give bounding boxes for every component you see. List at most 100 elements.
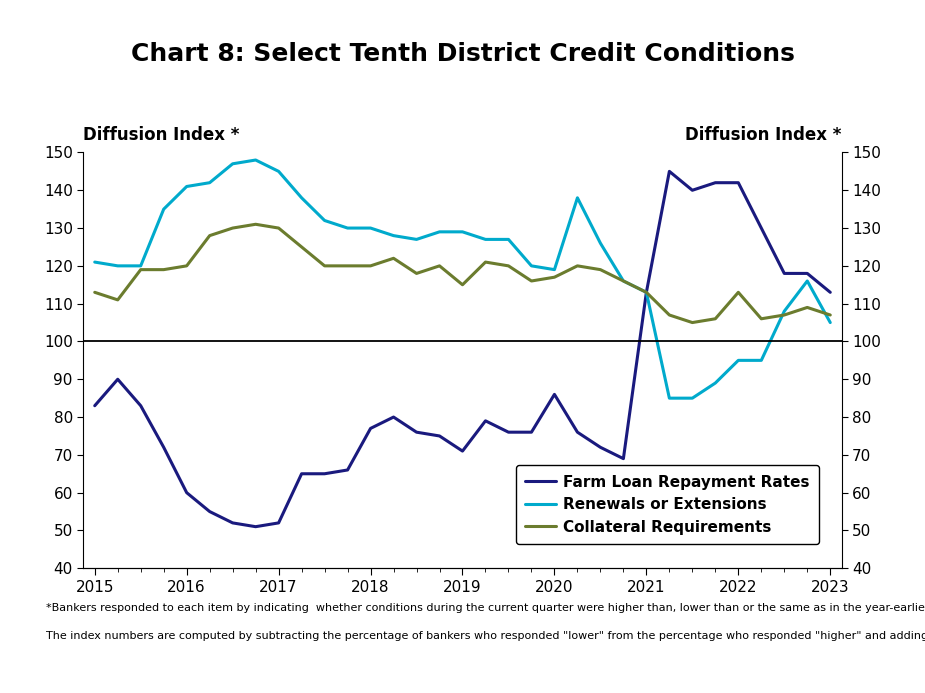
Renewals or Extensions [411,235,422,243]
Text: *Bankers responded to each item by indicating  whether conditions during the cur: *Bankers responded to each item by indic… [46,603,925,613]
Renewals or Extensions [135,262,146,270]
Farm Loan Repayment Rates [549,390,560,398]
Collateral Requirements [204,231,216,240]
Farm Loan Repayment Rates [526,428,537,437]
Renewals or Extensions [686,394,697,403]
Farm Loan Repayment Rates [733,179,744,187]
Renewals or Extensions [342,224,353,232]
Collateral Requirements [158,265,169,274]
Renewals or Extensions [273,167,284,175]
Collateral Requirements [572,262,583,270]
Collateral Requirements [595,265,606,274]
Renewals or Extensions [296,193,307,202]
Collateral Requirements [756,315,767,323]
Farm Loan Repayment Rates [158,443,169,451]
Collateral Requirements [825,311,836,319]
Collateral Requirements [664,311,675,319]
Renewals or Extensions [250,156,261,164]
Collateral Requirements [89,288,100,297]
Collateral Requirements [250,220,261,229]
Farm Loan Repayment Rates [756,224,767,232]
Collateral Requirements [411,270,422,278]
Collateral Requirements [273,224,284,232]
Renewals or Extensions [365,224,376,232]
Collateral Requirements [779,311,790,319]
Farm Loan Repayment Rates [595,443,606,451]
Collateral Requirements [709,315,721,323]
Renewals or Extensions [595,239,606,247]
Renewals or Extensions [228,159,239,168]
Farm Loan Repayment Rates [503,428,514,437]
Text: The index numbers are computed by subtracting the percentage of bankers who resp: The index numbers are computed by subtra… [46,631,925,640]
Farm Loan Repayment Rates [411,428,422,437]
Farm Loan Repayment Rates [572,428,583,437]
Farm Loan Repayment Rates [686,186,697,195]
Renewals or Extensions [503,235,514,243]
Text: Chart 8: Select Tenth District Credit Conditions: Chart 8: Select Tenth District Credit Co… [130,42,795,66]
Farm Loan Repayment Rates [135,401,146,410]
Farm Loan Repayment Rates [365,424,376,432]
Collateral Requirements [526,277,537,285]
Renewals or Extensions [181,182,192,191]
Farm Loan Repayment Rates [89,401,100,410]
Farm Loan Repayment Rates [250,523,261,531]
Collateral Requirements [549,273,560,281]
Renewals or Extensions [434,228,445,236]
Farm Loan Repayment Rates [319,470,330,478]
Renewals or Extensions [733,356,744,365]
Renewals or Extensions [480,235,491,243]
Renewals or Extensions [549,265,560,274]
Collateral Requirements [480,258,491,266]
Renewals or Extensions [158,205,169,213]
Renewals or Extensions [388,231,399,240]
Renewals or Extensions [802,277,813,285]
Renewals or Extensions [618,277,629,285]
Farm Loan Repayment Rates [204,507,216,516]
Farm Loan Repayment Rates [779,270,790,278]
Renewals or Extensions [641,288,652,297]
Collateral Requirements [135,265,146,274]
Collateral Requirements [618,277,629,285]
Renewals or Extensions [664,394,675,403]
Collateral Requirements [503,262,514,270]
Collateral Requirements [733,288,744,297]
Farm Loan Repayment Rates [388,413,399,421]
Renewals or Extensions [526,262,537,270]
Farm Loan Repayment Rates [296,470,307,478]
Renewals or Extensions [204,179,216,187]
Collateral Requirements [686,318,697,326]
Farm Loan Repayment Rates [618,455,629,463]
Farm Loan Repayment Rates [228,519,239,527]
Renewals or Extensions [825,318,836,326]
Collateral Requirements [342,262,353,270]
Collateral Requirements [112,296,123,304]
Farm Loan Repayment Rates [342,466,353,474]
Line: Farm Loan Repayment Rates: Farm Loan Repayment Rates [94,171,831,527]
Collateral Requirements [641,288,652,297]
Farm Loan Repayment Rates [825,288,836,297]
Farm Loan Repayment Rates [802,270,813,278]
Farm Loan Repayment Rates [112,375,123,383]
Legend: Farm Loan Repayment Rates, Renewals or Extensions, Collateral Requirements: Farm Loan Repayment Rates, Renewals or E… [516,466,819,544]
Collateral Requirements [296,243,307,251]
Collateral Requirements [319,262,330,270]
Collateral Requirements [802,304,813,312]
Collateral Requirements [181,262,192,270]
Farm Loan Repayment Rates [434,432,445,440]
Text: Diffusion Index *: Diffusion Index * [83,126,240,144]
Text: Diffusion Index *: Diffusion Index * [685,126,842,144]
Collateral Requirements [365,262,376,270]
Renewals or Extensions [319,216,330,225]
Collateral Requirements [457,281,468,289]
Collateral Requirements [228,224,239,232]
Renewals or Extensions [89,258,100,266]
Line: Renewals or Extensions: Renewals or Extensions [94,160,831,398]
Collateral Requirements [434,262,445,270]
Farm Loan Repayment Rates [273,519,284,527]
Line: Collateral Requirements: Collateral Requirements [94,225,831,322]
Farm Loan Repayment Rates [457,447,468,455]
Renewals or Extensions [112,262,123,270]
Farm Loan Repayment Rates [664,167,675,175]
Renewals or Extensions [572,193,583,202]
Collateral Requirements [388,254,399,263]
